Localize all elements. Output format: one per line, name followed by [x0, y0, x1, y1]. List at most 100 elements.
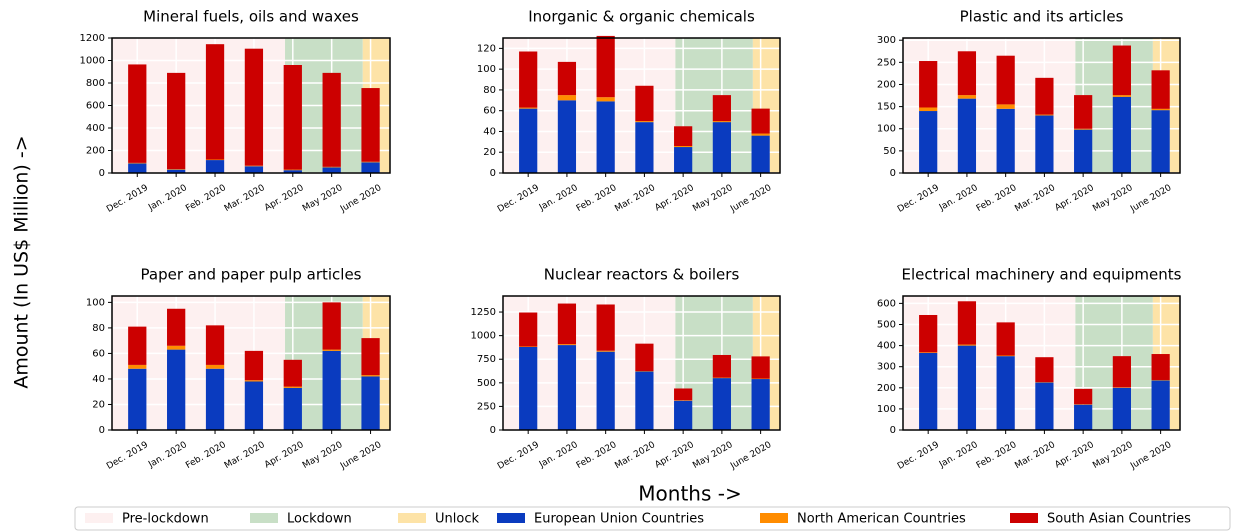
bar-segment: [751, 379, 770, 430]
x-tick-label: Jan. 2020: [937, 440, 980, 471]
bar-segment: [361, 162, 380, 173]
y-tick-label: 0: [490, 425, 496, 436]
y-tick-label: 300: [877, 35, 896, 46]
bar-segment: [996, 104, 1015, 109]
x-tick-label: May 2020: [301, 440, 345, 471]
x-tick-label: Apr. 2020: [1053, 440, 1096, 470]
x-tick-label: Jan. 2020: [537, 440, 580, 471]
y-tick-label: 0: [890, 425, 896, 436]
y-tick-label: 1000: [80, 56, 105, 67]
bar-segment: [957, 301, 977, 345]
bar-segment: [283, 170, 302, 173]
y-tick-label: 500: [877, 319, 896, 330]
x-tick-label: Feb. 2020: [575, 183, 619, 214]
bar-segment: [205, 159, 225, 161]
bar-segment: [557, 344, 577, 346]
bar-segment: [919, 61, 938, 108]
x-tick-label: June 2020: [728, 440, 773, 472]
bar-segment: [957, 95, 977, 99]
bar-segment: [751, 108, 770, 134]
y-tick-label: 100: [877, 124, 896, 135]
bar-segment: [996, 108, 1015, 173]
bar-segment: [322, 302, 341, 350]
x-tick-label: Mar. 2020: [1013, 440, 1057, 471]
bar-segment: [167, 169, 186, 170]
bar-segment: [244, 165, 264, 167]
x-tick-label: Feb. 2020: [184, 440, 228, 471]
bar-segment: [1074, 128, 1093, 130]
y-tick-label: 500: [477, 378, 496, 389]
bar-segment: [519, 312, 538, 347]
y-tick-label: 60: [483, 106, 496, 117]
x-tick-label: Apr. 2020: [1053, 183, 1096, 213]
bar-segment: [596, 97, 615, 102]
bar-segment: [361, 161, 380, 163]
bar-segment: [712, 122, 731, 173]
plot-frame: [902, 295, 1181, 431]
bar-segment: [557, 345, 577, 430]
bar-segment: [919, 314, 938, 353]
y-tick-label: 1000: [471, 331, 496, 342]
bar-segment: [957, 344, 977, 346]
bar-segment: [167, 345, 186, 350]
bar-segment: [283, 65, 302, 170]
x-tick-label: Jan. 2020: [146, 183, 189, 214]
legend-label: Unlock: [435, 512, 479, 527]
y-tick-label: 1200: [80, 33, 105, 44]
y-tick-label: 600: [877, 298, 896, 309]
y-tick-label: 60: [92, 348, 105, 359]
bar-segment: [519, 346, 538, 430]
bar-segment: [635, 343, 654, 372]
bar-segment: [205, 160, 225, 173]
bar-segment: [519, 107, 538, 109]
y-tick-label: 200: [86, 146, 105, 157]
bar-segment: [712, 95, 731, 122]
y-tick-label: 0: [99, 168, 105, 179]
bar-segment: [167, 308, 186, 346]
legend-swatch: [250, 513, 278, 523]
bar-segment: [1112, 356, 1131, 388]
x-tick-label: Dec. 2019: [896, 440, 941, 472]
x-tick-label: May 2020: [301, 183, 345, 214]
plot-frame: [502, 295, 781, 431]
bar-segment: [557, 95, 577, 101]
x-tick-label: Dec. 2019: [896, 183, 941, 215]
bar-segment: [322, 72, 341, 167]
bar-segment: [283, 387, 302, 430]
y-tick-label: 750: [477, 354, 496, 365]
bar-segment: [205, 364, 225, 369]
y-tick-label: 150: [877, 102, 896, 113]
bar-segment: [1151, 108, 1170, 111]
bar-segment: [712, 378, 731, 430]
x-tick-label: Dec. 2019: [496, 183, 541, 215]
x-tick-label: June 2020: [1128, 440, 1173, 472]
bar-segment: [244, 350, 264, 381]
bar-segment: [1035, 114, 1054, 116]
chart-title: Plastic and its articles: [960, 8, 1124, 26]
bar-segment: [996, 356, 1015, 430]
bar-segment: [751, 356, 770, 379]
bar-segment: [1035, 77, 1054, 115]
bar-segment: [283, 169, 302, 171]
y-tick-label: 20: [483, 147, 496, 158]
x-tick-label: May 2020: [691, 183, 735, 214]
y-tick-label: 120: [477, 43, 496, 54]
bar-segment: [674, 388, 693, 401]
bar-segment: [1035, 382, 1054, 430]
legend-swatch: [497, 513, 525, 523]
y-tick-label: 20: [92, 399, 105, 410]
bar-segment: [1074, 95, 1093, 129]
chart-title: Nuclear reactors & boilers: [544, 266, 740, 284]
bar-segment: [635, 85, 654, 122]
legend-swatch: [85, 513, 113, 523]
y-tick-label: 80: [483, 85, 496, 96]
x-tick-label: Jan. 2020: [537, 183, 580, 214]
x-tick-label: Apr. 2020: [263, 183, 306, 213]
bar-segment: [674, 147, 693, 173]
legend-label: North American Countries: [797, 512, 966, 527]
x-tick-label: June 2020: [338, 183, 383, 215]
bar-segment: [635, 121, 654, 123]
bar-segment: [557, 61, 577, 96]
bar-segment: [712, 121, 731, 123]
